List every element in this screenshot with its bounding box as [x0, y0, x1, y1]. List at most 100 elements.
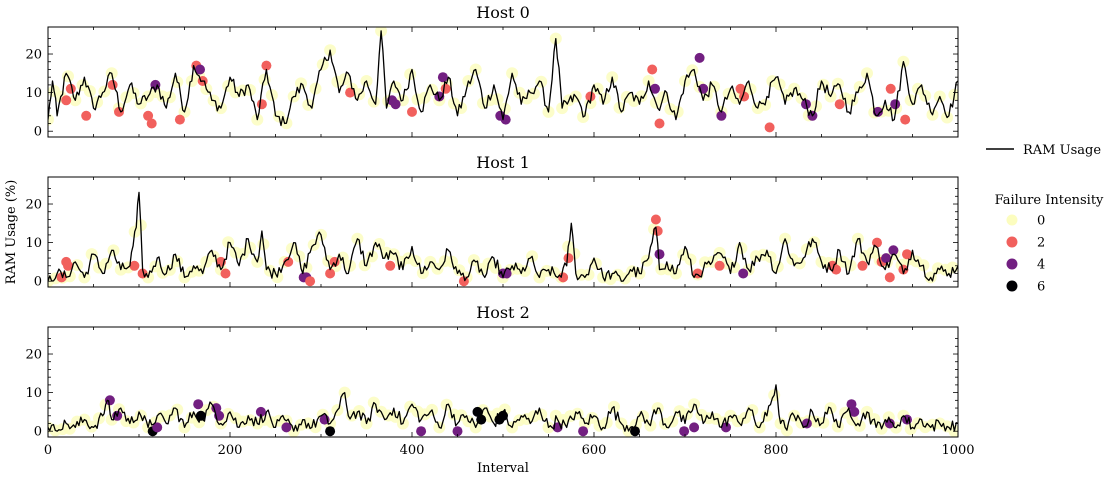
failure-marker: [647, 64, 658, 75]
failure-marker: [948, 88, 958, 101]
y-tick-label: 10: [25, 86, 42, 101]
failure-marker: [714, 260, 725, 271]
y-tick-label: 0: [34, 425, 42, 440]
failure-marker: [738, 268, 749, 279]
failure-marker: [721, 422, 731, 433]
y-tick-label: 20: [25, 198, 42, 213]
failure-marker: [146, 118, 157, 129]
panel-host-1: Host 1 0 10 20: [25, 153, 959, 290]
failure-marker: [407, 106, 417, 117]
failure-marker: [650, 83, 660, 94]
failure-marker: [764, 122, 775, 133]
failure-marker: [849, 406, 860, 417]
failure-marker: [440, 83, 451, 94]
failure-marker: [281, 422, 292, 433]
failure-marker: [857, 260, 868, 271]
failure-marker: [452, 426, 463, 437]
failure-marker: [735, 83, 746, 94]
failure-marker: [81, 110, 92, 121]
failure-marker: [881, 253, 892, 264]
legend-line-label: RAM Usage: [1023, 143, 1101, 158]
x-tick-label: 400: [400, 443, 425, 458]
failure-marker: [114, 106, 124, 117]
failure-marker: [472, 406, 483, 417]
failure-marker: [195, 64, 205, 75]
failure-marker: [152, 422, 163, 433]
failure-marker: [563, 253, 574, 264]
y-tick-label: 10: [25, 386, 42, 401]
ram-usage-line: [48, 30, 958, 127]
failure-marker: [385, 260, 396, 271]
failure-marker: [390, 99, 401, 110]
x-tick-label: 800: [764, 443, 789, 458]
y-tick-label: 0: [34, 125, 42, 140]
failure-marker: [888, 245, 899, 256]
failure-marker: [193, 399, 204, 410]
x-tick-label: 200: [218, 443, 243, 458]
legend-level-label: 4: [1037, 258, 1045, 273]
failure-marker: [437, 72, 448, 83]
failure-marker: [654, 249, 665, 260]
failure-marker: [261, 60, 272, 71]
failure-marker: [890, 99, 901, 110]
failure-marker: [220, 268, 231, 279]
panel-host-0: Host 0 0 10 20: [25, 3, 959, 140]
failure-marker: [654, 118, 665, 129]
failure-marker: [885, 83, 896, 94]
failure-marker: [129, 260, 140, 271]
failure-marker: [716, 110, 727, 121]
ram-usage-line: [48, 384, 958, 432]
x-tick-label: 1000: [941, 443, 974, 458]
failure-marker: [48, 113, 54, 126]
failure-marker: [902, 249, 912, 260]
y-axis-label: RAM Usage (%): [4, 180, 19, 285]
failure-marker: [630, 426, 640, 437]
failure-marker: [325, 426, 336, 437]
failure-marker: [846, 399, 857, 410]
failure-marker: [56, 272, 67, 283]
legend-level-label: 0: [1037, 214, 1045, 229]
failure-marker: [679, 426, 690, 437]
failure-marker: [585, 91, 596, 102]
failure-marker: [104, 395, 115, 406]
legend-marker-6: [1006, 280, 1018, 292]
failure-marker: [107, 79, 118, 90]
failure-marker: [834, 99, 845, 110]
failure-marker: [694, 52, 705, 63]
legend: RAM Usage Failure Intensity 0 2 4 6: [986, 143, 1104, 295]
y-tick-label: 20: [25, 48, 42, 63]
failure-marker: [558, 272, 569, 283]
failure-marker: [211, 403, 222, 414]
failure-marker: [283, 256, 294, 267]
failure-marker: [256, 99, 267, 110]
legend-marker-2: [1006, 236, 1018, 248]
legend-level-label: 6: [1037, 280, 1045, 295]
failure-marker: [884, 272, 895, 283]
failure-marker: [65, 83, 76, 94]
failure-marker: [255, 406, 266, 417]
failure-marker: [650, 214, 661, 225]
panel-title: Host 1: [476, 153, 530, 172]
failure-marker: [63, 260, 73, 271]
panel-title: Host 2: [476, 303, 530, 322]
failure-marker: [898, 264, 909, 275]
panel-title: Host 0: [476, 3, 530, 22]
x-tick-label: 600: [582, 443, 607, 458]
y-tick-label: 20: [25, 348, 42, 363]
failure-marker: [345, 87, 356, 98]
failure-marker: [61, 95, 72, 106]
y-tick-label: 10: [25, 236, 42, 251]
legend-title: Failure Intensity: [995, 193, 1104, 208]
failure-marker: [689, 422, 700, 433]
ram-usage-line: [48, 191, 958, 282]
failure-marker: [305, 276, 316, 287]
legend-marker-0: [1006, 214, 1018, 226]
x-axis-label: Interval: [477, 461, 529, 476]
legend-level-label: 2: [1037, 236, 1045, 251]
legend-marker-4: [1006, 258, 1018, 270]
y-tick-label: 0: [34, 275, 42, 290]
failure-marker: [325, 268, 336, 279]
